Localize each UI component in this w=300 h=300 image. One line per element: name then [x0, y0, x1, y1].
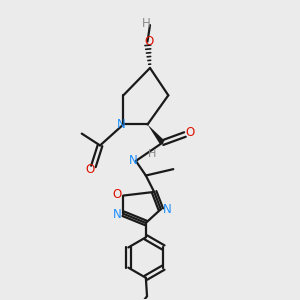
Text: N: N [117, 118, 125, 131]
Text: O: O [113, 188, 122, 201]
Text: H: H [142, 17, 151, 30]
Text: N: N [113, 208, 122, 221]
Text: O: O [86, 163, 95, 176]
Polygon shape [148, 124, 165, 145]
Text: O: O [144, 35, 154, 48]
Text: N: N [128, 154, 137, 167]
Text: H: H [148, 149, 156, 159]
Text: N: N [162, 203, 171, 216]
Text: O: O [186, 126, 195, 139]
